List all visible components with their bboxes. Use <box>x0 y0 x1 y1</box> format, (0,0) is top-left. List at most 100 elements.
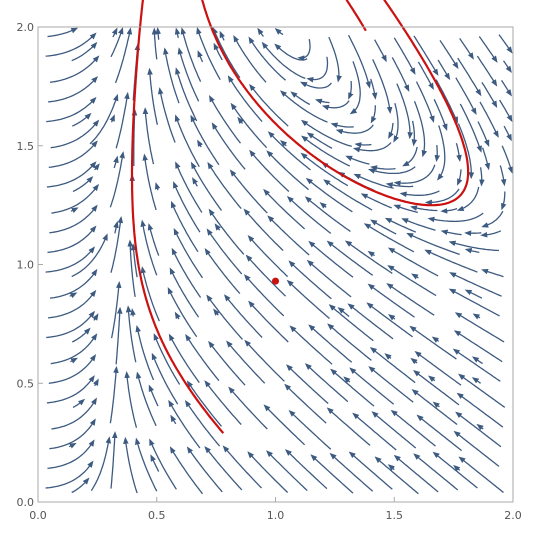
x-tick-label-0: 0.0 <box>29 509 47 522</box>
equilibrium-point <box>272 277 279 285</box>
streamline-123 <box>288 260 332 300</box>
streamline-139 <box>411 273 419 280</box>
streamline-113 <box>367 283 415 318</box>
streamline-80 <box>115 306 123 365</box>
streamline-124 <box>306 259 352 298</box>
streamline-71 <box>244 339 285 382</box>
streamline-188 <box>192 177 198 187</box>
streamline-88 <box>471 356 483 365</box>
streamline-39 <box>51 397 97 430</box>
streamline-64 <box>93 378 99 387</box>
streamline-264 <box>499 99 513 123</box>
streamline-38 <box>455 411 502 448</box>
streamline-132 <box>140 219 158 276</box>
streamline-147 <box>243 208 284 251</box>
streamline-228 <box>352 142 392 153</box>
streamline-77 <box>452 348 501 382</box>
streamline-8 <box>186 446 223 493</box>
streamline-229 <box>402 146 418 167</box>
streamline-303 <box>257 27 264 37</box>
streamline-169 <box>70 207 79 214</box>
streamline-41 <box>124 371 138 428</box>
streamline-2 <box>90 436 112 491</box>
trajectory-layer <box>130 0 470 434</box>
streamline-17 <box>374 456 419 495</box>
streamline-263 <box>479 101 499 138</box>
streamline-128 <box>45 246 96 273</box>
streamline-34 <box>352 412 397 451</box>
streamline-159 <box>263 188 306 230</box>
streamline-185 <box>46 161 97 188</box>
streamline-42 <box>135 371 157 427</box>
streamline-261 <box>433 99 448 131</box>
streamline-6 <box>149 438 177 490</box>
streamline-265 <box>50 55 100 83</box>
streamline-232 <box>481 147 491 171</box>
streamline-245 <box>388 122 394 140</box>
streamline-95 <box>223 294 263 338</box>
streamline-157 <box>173 181 201 233</box>
streamline-24 <box>387 464 395 471</box>
streamline-267 <box>180 27 202 82</box>
streamline-187 <box>154 182 161 191</box>
streamline-209 <box>301 135 351 167</box>
streamline-20 <box>432 451 478 489</box>
streamline-238 <box>175 67 198 122</box>
streamline-195 <box>399 190 440 198</box>
streamlines <box>45 26 514 495</box>
streamline-230 <box>434 145 441 163</box>
streamline-62 <box>458 373 506 408</box>
streamline-237 <box>147 67 159 125</box>
streamline-309 <box>393 37 416 75</box>
streamline-168 <box>51 183 99 214</box>
streamline-220 <box>157 87 176 143</box>
streamline-240 <box>227 75 263 123</box>
streamline-102 <box>48 289 97 319</box>
streamline-253 <box>163 47 180 104</box>
streamline-49 <box>476 423 484 431</box>
streamline-286 <box>197 50 204 63</box>
streamline-45 <box>204 380 242 425</box>
streamline-149 <box>367 250 375 258</box>
streamline-59 <box>368 366 414 403</box>
streamline-68 <box>185 333 220 382</box>
streamline-242 <box>279 90 328 123</box>
streamline-167 <box>480 230 502 238</box>
streamline-33 <box>326 407 371 446</box>
streamline-201 <box>113 155 119 169</box>
streamline-173 <box>190 161 223 211</box>
streamline-76 <box>471 377 481 384</box>
streamline-100 <box>431 336 440 343</box>
streamline-313 <box>478 36 498 63</box>
streamline-58 <box>349 367 395 405</box>
streamline-203 <box>142 107 155 165</box>
streamline-305 <box>297 38 311 61</box>
streamline-223 <box>230 102 268 149</box>
streamline-279 <box>455 77 477 116</box>
streamline-219 <box>115 91 130 149</box>
streamline-51 <box>46 375 95 404</box>
streamline-110 <box>286 279 330 319</box>
streamline-206 <box>211 122 246 170</box>
streamline-134 <box>206 228 243 275</box>
streamline-196 <box>424 188 460 206</box>
y-tick-label-0: 0.0 <box>17 496 35 509</box>
streamline-161 <box>304 196 351 233</box>
streamline-5 <box>134 437 158 492</box>
streamline-271 <box>248 36 287 81</box>
streamline-43 <box>170 414 177 425</box>
streamline-138 <box>344 240 393 274</box>
streamline-74 <box>428 375 436 383</box>
streamline-314 <box>498 34 513 54</box>
streamline-32 <box>288 409 332 450</box>
streamline-260 <box>413 101 428 158</box>
streamline-174 <box>207 161 242 210</box>
streamline-292 <box>391 57 410 92</box>
streamline-285 <box>151 27 158 60</box>
streamline-296 <box>476 55 498 87</box>
streamline-302 <box>219 30 225 41</box>
y-tick-label-2: 1.0 <box>17 259 35 272</box>
streamline-153 <box>448 240 500 252</box>
streamline-198 <box>501 191 507 211</box>
streamline-84 <box>327 323 372 361</box>
